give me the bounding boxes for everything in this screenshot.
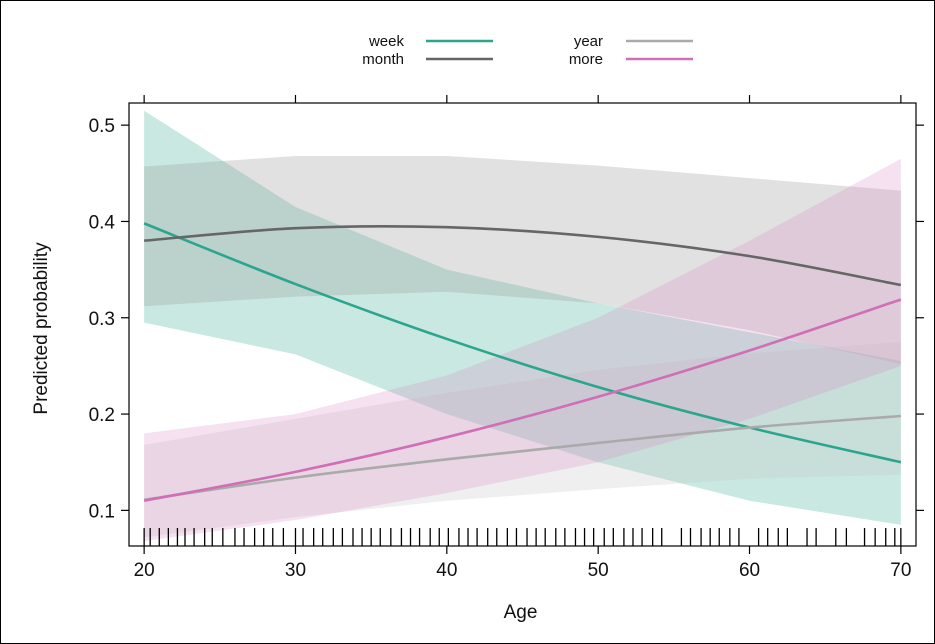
y-tick-label: 0.1	[89, 501, 115, 522]
x-tick-label: 50	[588, 560, 609, 581]
y-tick-label: 0.2	[89, 405, 115, 426]
legend-label-year: year	[574, 33, 603, 50]
legend-label-week: week	[368, 33, 405, 50]
x-tick-label: 70	[890, 560, 911, 581]
band-year	[144, 341, 901, 538]
rug-marks	[143, 528, 902, 546]
y-tick-label: 0.5	[89, 116, 115, 137]
plot-border	[128, 102, 917, 547]
y-axis-title: Predicted probability	[31, 242, 52, 415]
legend-label-month: month	[362, 51, 404, 68]
band-more	[144, 158, 901, 542]
series-lines	[143, 222, 902, 503]
legend-label-more: more	[569, 51, 603, 68]
x-tick-label: 30	[285, 560, 306, 581]
axis-ticks: 20 30 40 50 60 70 0.1 0.2 0.3 0.4 0.5	[89, 95, 924, 581]
x-tick-label: 40	[436, 560, 457, 581]
y-tick-label: 0.4	[89, 212, 116, 233]
line-month	[144, 225, 902, 287]
y-tick-label: 0.3	[89, 309, 115, 330]
line-week	[143, 222, 902, 464]
line-more	[143, 298, 902, 503]
x-tick-label: 60	[739, 560, 760, 581]
band-week	[144, 110, 901, 525]
band-month	[144, 155, 901, 364]
x-axis-title: Age	[504, 602, 538, 623]
line-year	[143, 414, 901, 502]
confidence-bands	[144, 110, 901, 542]
x-tick-label: 20	[134, 560, 155, 581]
